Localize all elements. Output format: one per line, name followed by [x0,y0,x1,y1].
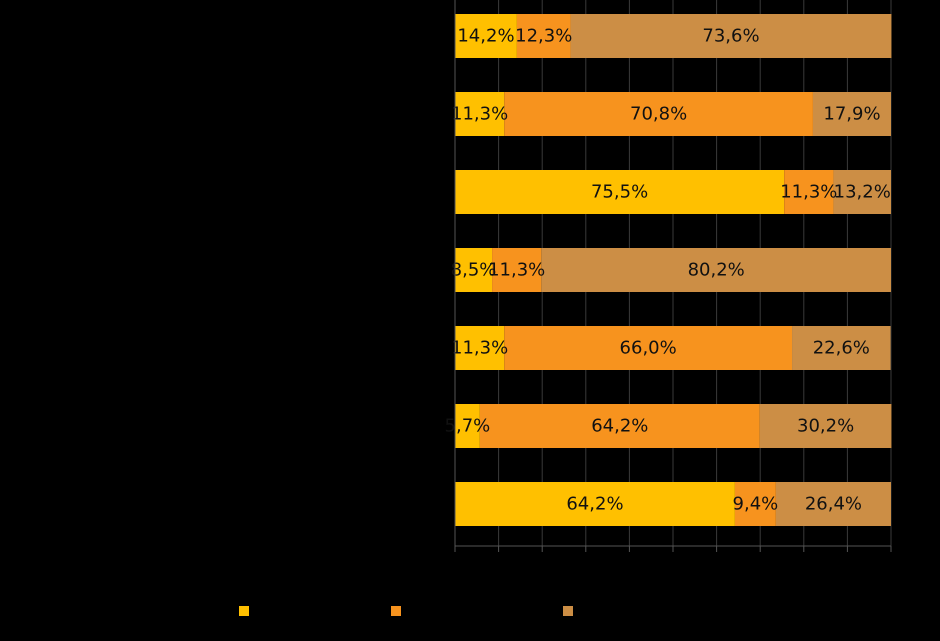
legend-swatch-2 [391,606,401,616]
bar-segment-2 [504,92,813,136]
bar-segment-3 [812,92,891,136]
data-label: 11,3% [451,104,508,125]
bar-segment-1 [455,14,517,58]
data-label: 64,2% [566,494,623,515]
data-label: 75,5% [591,182,648,203]
bar-segment-1 [455,92,505,136]
data-label: 80,2% [688,260,745,281]
data-labels: 14,2% 12,3% 73,6% 11,3% 70,8% 17,9% 75,5% 11,3%… [445,26,891,515]
bar-segment-1 [455,170,785,214]
data-label: 12,3% [515,26,572,47]
bar-segment-3 [541,248,891,292]
data-label: 17,9% [823,104,880,125]
bar-segment-3 [775,482,891,526]
legend [239,606,573,616]
bar-segment-3 [792,326,891,370]
data-label: 64,2% [591,416,648,437]
data-label: 30,2% [797,416,854,437]
x-axis [454,0,892,552]
bar-segment-3 [570,14,892,58]
data-label: 9,4% [733,494,779,515]
bar-segment-3 [759,404,892,448]
data-label: 5,7% [445,416,491,437]
bar-segment-2 [504,326,793,370]
data-label: 11,3% [451,338,508,359]
bars [455,14,892,526]
data-label: 14,2% [457,26,514,47]
data-label: 22,6% [813,338,870,359]
bar-segment-2 [479,404,760,448]
bar-segment-1 [455,326,505,370]
bar-segment-2 [784,170,834,214]
data-label: 73,6% [702,26,759,47]
data-label: 11,3% [780,182,837,203]
bar-segment-1 [455,248,493,292]
data-label: 66,0% [620,338,677,359]
data-label: 11,3% [488,260,545,281]
bar-segment-3 [833,170,891,214]
bar-segment-2 [516,14,571,58]
bar-segment-1 [455,404,480,448]
data-label: 8,5% [451,260,497,281]
bar-segment-2 [492,248,542,292]
bar-segment-2 [734,482,776,526]
data-label: 26,4% [805,494,862,515]
data-label: 13,2% [834,182,891,203]
legend-swatch-1 [239,606,249,616]
data-label: 70,8% [630,104,687,125]
bar-segment-1 [455,482,735,526]
legend-swatch-3 [563,606,573,616]
